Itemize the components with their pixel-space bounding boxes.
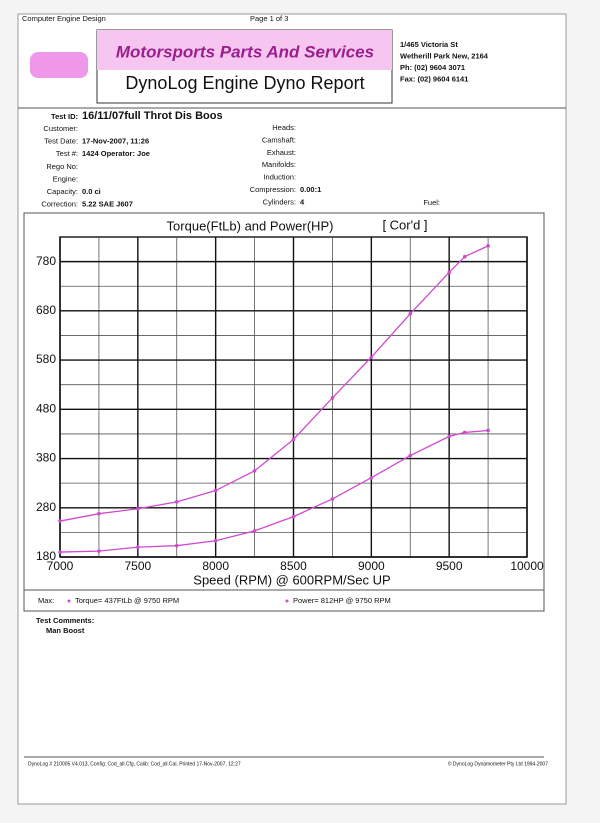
data-point — [486, 244, 490, 248]
max-power: Power= 812HP @ 9750 RPM — [293, 596, 391, 605]
max-torque: Torque= 437FtLb @ 9750 RPM — [75, 596, 179, 605]
data-point — [97, 511, 101, 516]
field-label: Customer: — [43, 124, 78, 133]
data-point — [213, 488, 218, 493]
chart-frame — [23, 212, 545, 612]
x-tick-label: 8000 — [202, 559, 229, 573]
data-point — [136, 506, 140, 511]
data-point — [58, 519, 62, 523]
x-tick-label: 7000 — [47, 559, 74, 573]
fields: Customer: Test Date: 17-Nov-2007, 11:26 Tes… — [41, 123, 321, 209]
address-line: Ph: (02) 9604 3071 — [400, 63, 465, 72]
data-point — [252, 529, 257, 533]
data-point — [174, 543, 179, 548]
y-tick-label: 280 — [36, 500, 56, 514]
field-value: 17-Nov-2007, 11:26 — [82, 137, 149, 146]
chart-subtitle: [ Cor'd ] — [382, 217, 427, 232]
data-point — [58, 550, 62, 554]
x-tick-label: 9500 — [436, 559, 463, 573]
data-point — [369, 475, 374, 480]
data-point — [252, 469, 257, 473]
power-marker — [285, 599, 289, 603]
field-value: 4 — [300, 197, 305, 206]
address-line: Fax: (02) 9604 6141 — [400, 74, 468, 83]
comments-text: Man Boost — [46, 626, 85, 635]
data-point — [462, 430, 467, 435]
x-tick-label: 8500 — [280, 559, 307, 573]
data-point — [330, 497, 335, 501]
data-point — [408, 312, 413, 316]
field-label: Compression: — [250, 185, 296, 194]
torque-marker — [67, 599, 71, 603]
field-label: Exhaust: — [267, 148, 296, 157]
y-tick-label: 580 — [36, 352, 56, 366]
title-band — [97, 30, 392, 70]
address-line: Wetherill Park New, 2164 — [400, 51, 489, 60]
field-value: 5.22 SAE J607 — [82, 200, 133, 209]
field-label: Camshaft: — [262, 135, 296, 144]
data-point — [291, 514, 296, 519]
x-tick-label: 9000 — [358, 559, 385, 573]
field-label: Manifolds: — [262, 160, 296, 169]
field-label: Rego No: — [46, 162, 78, 171]
field-label: Test Date: — [44, 137, 78, 146]
field-label: Induction: — [263, 173, 296, 182]
data-point — [408, 453, 413, 458]
software-name: Computer Engine Design — [22, 14, 106, 23]
fuel-label: Fuel: — [423, 198, 440, 207]
field-label: Cylinders: — [263, 197, 296, 206]
x-tick-label: 10000 — [510, 559, 544, 573]
field-label: Capacity: — [47, 187, 78, 196]
data-point — [330, 396, 335, 400]
y-tick-label: 480 — [36, 401, 56, 415]
data-point — [447, 270, 451, 275]
data-point — [136, 545, 140, 549]
logo — [30, 52, 88, 78]
chart-title: Torque(FtLb) and Power(HP) — [167, 218, 334, 233]
report-title: DynoLog Engine Dyno Report — [125, 73, 364, 93]
field-value: 0.0 ci — [82, 187, 101, 196]
field-label: Heads: — [272, 123, 296, 132]
footer-left: DynoLog # 210005 V4.013, Config: Cod_all… — [28, 761, 241, 767]
address: 1/465 Victoria St Wetherill Park New, 216… — [400, 40, 489, 84]
address-line: 1/465 Victoria St — [400, 40, 458, 49]
data-point — [462, 254, 467, 259]
data-point — [213, 538, 218, 543]
field-value: 0.00:1 — [300, 185, 321, 194]
y-tick-label: 680 — [36, 303, 56, 317]
data-point — [447, 434, 451, 439]
data-point — [97, 549, 101, 553]
data-point — [291, 437, 296, 442]
data-point — [174, 500, 179, 504]
comments-label: Test Comments: — [36, 616, 94, 625]
company-name: Motorsports Parts And Services — [116, 42, 374, 61]
max-label: Max: — [38, 596, 54, 605]
field-label: Engine: — [53, 174, 78, 183]
test-id: 16/11/07full Throt Dis Boos — [82, 110, 223, 122]
data-point — [369, 355, 374, 359]
y-tick-label: 180 — [36, 549, 56, 563]
x-axis-label: Speed (RPM) @ 600RPM/Sec UP — [193, 572, 390, 587]
y-tick-label: 380 — [36, 451, 56, 465]
field-label: Correction: — [41, 200, 78, 209]
test-id-label: Test ID: — [51, 112, 78, 121]
field-label: Test #: — [56, 149, 78, 158]
y-tick-label: 780 — [36, 254, 56, 268]
field-value: 1424 Operator: Joe — [82, 149, 150, 158]
data-point — [486, 428, 490, 433]
x-tick-label: 7500 — [124, 559, 151, 573]
page-number: Page 1 of 3 — [250, 14, 288, 23]
chart: 180 280 380 480 580 680 780 7000 7500 8000 8500 900… — [36, 236, 544, 573]
footer-right: © DynoLog Dynamometer Pty Ltd 1994-2007 — [448, 760, 548, 767]
